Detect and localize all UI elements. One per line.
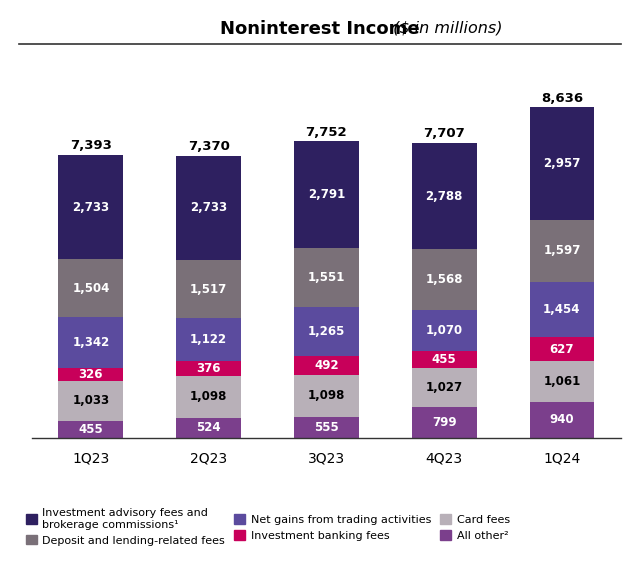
Text: 1,568: 1,568 xyxy=(426,273,463,286)
Bar xyxy=(58,420,124,438)
Text: 555: 555 xyxy=(314,421,339,434)
Bar xyxy=(58,259,124,317)
Bar xyxy=(294,248,359,307)
Text: 1,504: 1,504 xyxy=(72,281,109,295)
Bar xyxy=(529,281,595,338)
Bar xyxy=(58,369,124,381)
Text: 1,098: 1,098 xyxy=(190,390,227,404)
Text: 2,733: 2,733 xyxy=(72,200,109,214)
Text: 2,957: 2,957 xyxy=(543,157,580,170)
Text: 492: 492 xyxy=(314,359,339,372)
Text: 1,061: 1,061 xyxy=(543,375,580,388)
Text: 8,636: 8,636 xyxy=(541,92,583,105)
Text: 1,342: 1,342 xyxy=(72,336,109,349)
Text: 7,707: 7,707 xyxy=(423,127,465,140)
Bar xyxy=(412,368,477,408)
Bar xyxy=(294,307,359,356)
Text: 7,370: 7,370 xyxy=(188,140,230,153)
Bar xyxy=(294,375,359,417)
Text: ($ in millions): ($ in millions) xyxy=(388,20,502,36)
Text: 455: 455 xyxy=(79,423,103,436)
Text: 7,393: 7,393 xyxy=(70,140,112,152)
Bar xyxy=(294,141,359,248)
Bar xyxy=(294,356,359,375)
Text: 1,122: 1,122 xyxy=(190,333,227,346)
Text: 940: 940 xyxy=(550,413,574,426)
Bar xyxy=(529,107,595,220)
Bar xyxy=(58,381,124,420)
Bar xyxy=(529,402,595,438)
Text: 627: 627 xyxy=(550,343,574,356)
Text: 1,517: 1,517 xyxy=(190,283,227,296)
Text: 1,098: 1,098 xyxy=(308,389,345,402)
Bar xyxy=(294,417,359,438)
Text: 2,733: 2,733 xyxy=(190,201,227,214)
Bar xyxy=(176,418,241,438)
Bar xyxy=(176,361,241,376)
Text: 1,033: 1,033 xyxy=(72,394,109,407)
Bar xyxy=(58,155,124,259)
Text: 1,070: 1,070 xyxy=(426,324,463,336)
Text: 376: 376 xyxy=(196,362,221,375)
Bar xyxy=(176,318,241,361)
Text: 799: 799 xyxy=(432,416,456,429)
Bar xyxy=(529,338,595,361)
Bar xyxy=(412,408,477,438)
Bar xyxy=(176,155,241,260)
Text: 1,551: 1,551 xyxy=(308,271,345,284)
Text: 524: 524 xyxy=(196,422,221,434)
Legend: Investment advisory fees and
brokerage commissions¹, Deposit and lending-related: Investment advisory fees and brokerage c… xyxy=(26,508,510,545)
Bar xyxy=(412,142,477,249)
Text: 326: 326 xyxy=(79,369,103,381)
Text: 2,788: 2,788 xyxy=(426,190,463,203)
Text: 1,454: 1,454 xyxy=(543,303,580,316)
Text: 1,265: 1,265 xyxy=(308,325,345,338)
Bar xyxy=(412,310,477,350)
Bar xyxy=(176,376,241,418)
Text: 1,027: 1,027 xyxy=(426,381,463,394)
Bar xyxy=(176,260,241,318)
Text: 7,752: 7,752 xyxy=(305,126,348,138)
Bar xyxy=(412,350,477,368)
Bar xyxy=(529,220,595,281)
Text: Noninterest Income: Noninterest Income xyxy=(220,20,420,39)
Bar xyxy=(412,249,477,310)
Bar xyxy=(58,317,124,369)
Text: 1,597: 1,597 xyxy=(543,245,580,258)
Text: 2,791: 2,791 xyxy=(308,188,345,201)
Bar xyxy=(529,361,595,402)
Text: 455: 455 xyxy=(432,353,456,366)
